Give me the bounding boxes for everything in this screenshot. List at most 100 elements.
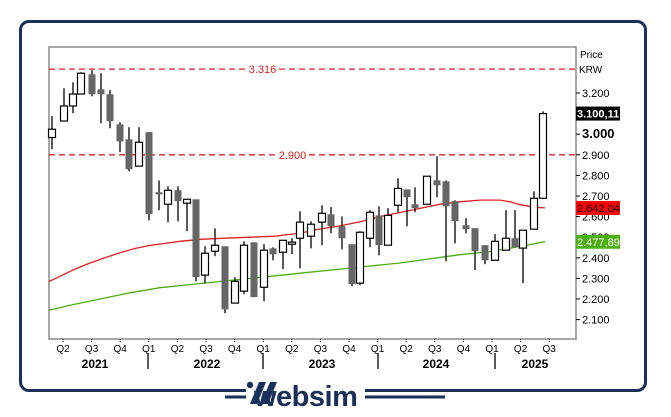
brand-logo: websim: [246, 380, 366, 414]
candle: [230, 277, 240, 304]
candle: [462, 218, 470, 234]
quarter-label: Q1: [371, 344, 385, 355]
year-label: 2025: [522, 357, 549, 371]
candle: [317, 205, 327, 246]
axis-title-currency: KRW: [579, 65, 603, 76]
candle: [278, 239, 288, 270]
candle: [76, 72, 86, 95]
quarter-label: Q4: [228, 344, 242, 355]
candle: [269, 247, 277, 261]
candle: [163, 186, 173, 223]
candle: [239, 241, 249, 295]
quarter-label: Q3: [199, 344, 213, 355]
candle: [393, 178, 403, 213]
quarter-label: Q3: [85, 344, 99, 355]
candle: [442, 180, 450, 262]
axis-title-price: Price: [580, 50, 603, 61]
brand-footer: websim: [0, 380, 671, 414]
year-label: 2022: [194, 357, 221, 371]
candle: [116, 122, 124, 153]
quarter-label: Q3: [428, 344, 442, 355]
candle: [88, 70, 96, 97]
price-label-box: [576, 234, 620, 249]
candle: [106, 90, 114, 129]
quarter-label: Q2: [514, 344, 528, 355]
quarter-label: Q1: [257, 344, 271, 355]
quarter-label: Q2: [56, 344, 70, 355]
candle: [250, 242, 258, 298]
quarter-label: Q1: [142, 344, 156, 355]
websim-logo-icon: [246, 381, 277, 404]
candle: [422, 175, 432, 205]
candle: [47, 116, 57, 150]
candle: [155, 180, 163, 211]
price-label: 2.642,04: [577, 203, 620, 215]
candle: [125, 127, 133, 172]
candle: [348, 244, 356, 287]
candle: [306, 221, 316, 249]
level-label: 3.316: [249, 64, 277, 76]
quarter-label: Q4: [342, 344, 356, 355]
candle: [471, 228, 479, 271]
price-label: 2.477,89: [577, 237, 620, 249]
year-label: 2021: [82, 357, 109, 371]
candle: [295, 211, 305, 269]
y-tick-label: 2.900: [582, 150, 610, 162]
candle: [210, 228, 220, 257]
y-tick-label: 2.700: [582, 191, 610, 203]
quarter-label: Q3: [314, 344, 328, 355]
level-label: 2.900: [279, 150, 307, 162]
y-tick-label: 2.200: [582, 294, 610, 306]
quarter-label: Q1: [485, 344, 499, 355]
price-label-box: [576, 200, 620, 215]
candle: [287, 238, 297, 255]
y-tick-label: 3.000: [582, 126, 615, 141]
candle: [375, 206, 383, 256]
quarter-label: Q4: [457, 344, 471, 355]
candle: [411, 187, 419, 213]
plot-area: [48, 46, 577, 340]
y-tick-label: 3.200: [582, 88, 610, 100]
candle: [200, 246, 210, 284]
candle: [355, 231, 365, 286]
quarter-label: Q2: [285, 344, 299, 355]
year-label: 2024: [423, 357, 450, 371]
candle: [501, 210, 511, 251]
candle: [383, 208, 393, 246]
candle: [403, 189, 411, 227]
candle: [192, 199, 200, 282]
candle: [511, 210, 519, 248]
y-tick-label: 2.300: [582, 273, 610, 285]
candle: [145, 132, 153, 221]
year-label: 2023: [309, 357, 336, 371]
quarter-label: Q3: [543, 344, 557, 355]
quarter-label: Q4: [114, 344, 128, 355]
candle: [327, 207, 335, 234]
candle: [433, 156, 441, 198]
candle: [221, 246, 229, 314]
candle: [134, 127, 144, 167]
y-tick-label: 2.400: [582, 253, 610, 265]
candle: [490, 234, 500, 261]
y-tick-label: 2.800: [582, 170, 610, 182]
candle: [182, 198, 192, 232]
candle: [68, 82, 78, 114]
candle: [451, 200, 459, 244]
candle: [518, 229, 528, 284]
candle: [481, 245, 489, 265]
price-label: 3.100,11: [577, 109, 619, 121]
candle: [259, 244, 269, 302]
candle: [365, 210, 375, 248]
moving-average-line: [48, 241, 546, 311]
price-label-box: [576, 106, 620, 121]
y-tick-label: 2.100: [582, 315, 610, 327]
candle: [538, 111, 548, 199]
candle: [338, 216, 346, 250]
candle: [59, 88, 69, 122]
quarter-label: Q2: [171, 344, 185, 355]
candle: [529, 191, 539, 230]
candle: [174, 186, 182, 222]
candle: [97, 73, 105, 124]
quarter-label: Q2: [400, 344, 414, 355]
